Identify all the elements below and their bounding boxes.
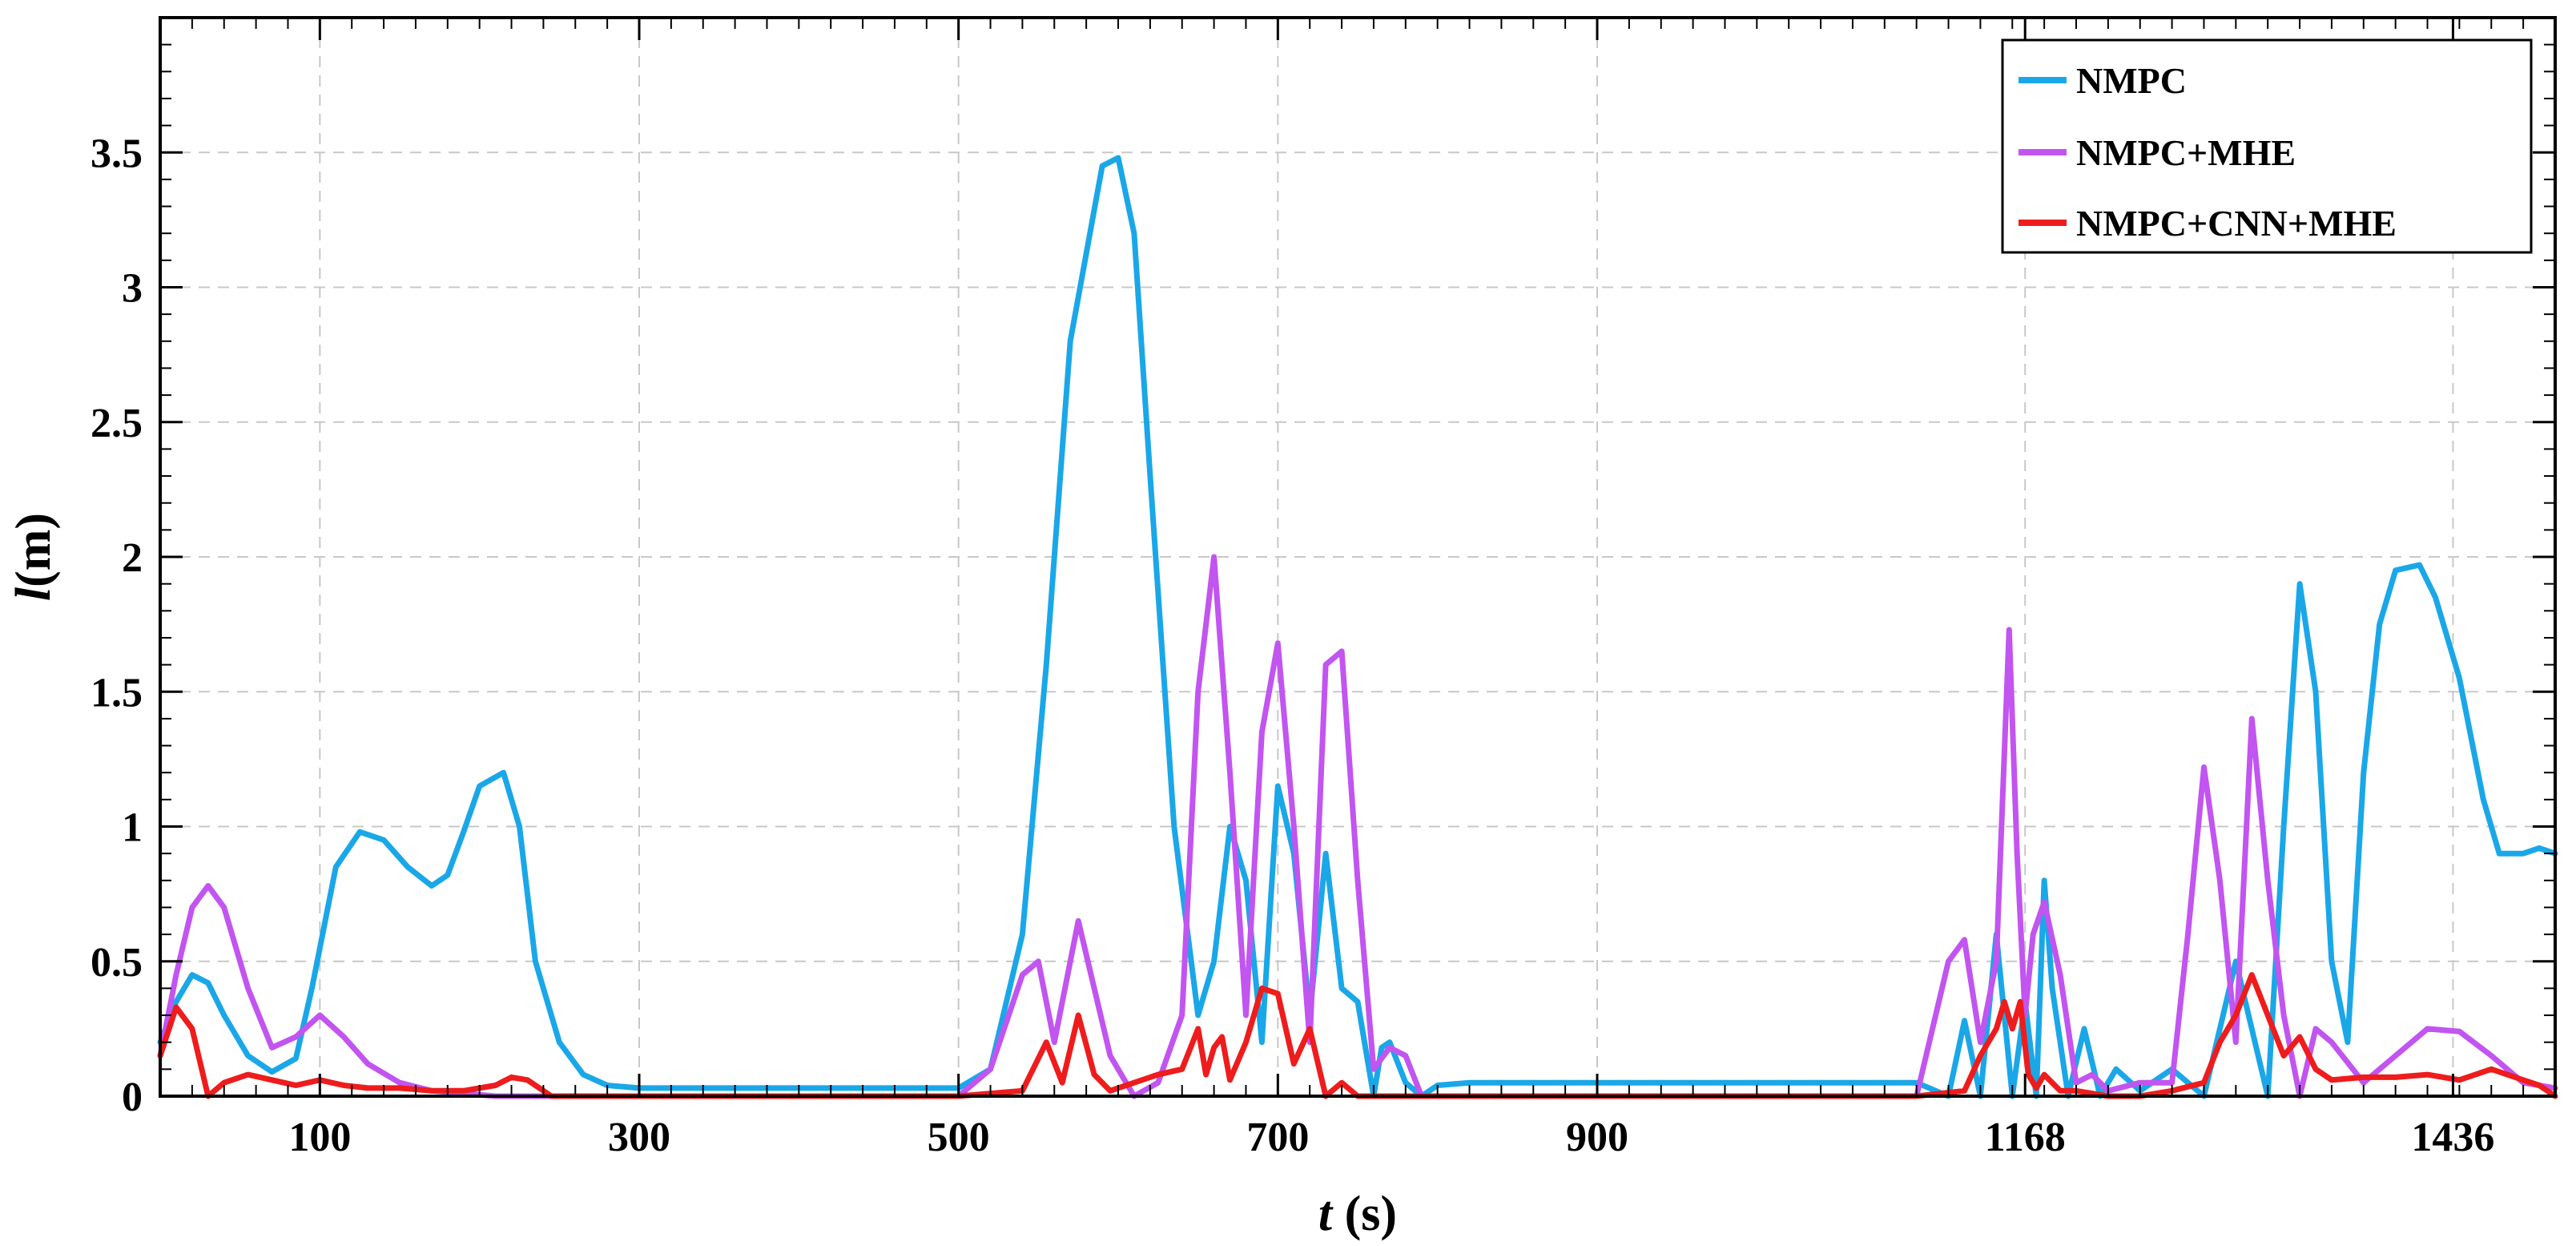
y-tick-label: 2 bbox=[122, 535, 143, 581]
series-line-nmpc-cnn-mhe bbox=[157, 972, 2558, 1099]
legend: NMPC NMPC+MHE NMPC+CNN+MHE bbox=[2001, 38, 2533, 254]
ticks bbox=[160, 18, 2555, 1098]
x-axis-title: t (s) bbox=[1318, 1187, 1397, 1241]
y-tick-label: 2.5 bbox=[91, 401, 143, 446]
y-tick-label: 1.5 bbox=[91, 670, 143, 716]
x-axis-variable: t bbox=[1318, 1187, 1334, 1241]
x-tick-label: 700 bbox=[1246, 1115, 1309, 1160]
legend-label-nmpc: NMPC bbox=[2076, 60, 2187, 101]
y-tick-label: 0.5 bbox=[91, 940, 143, 986]
x-tick-label: 900 bbox=[1566, 1115, 1628, 1160]
x-tick-label: 1168 bbox=[1985, 1115, 2066, 1160]
y-axis-variable: l bbox=[6, 587, 61, 601]
x-tick-label: 100 bbox=[288, 1115, 351, 1160]
y-tick-label: 3.5 bbox=[91, 131, 143, 176]
y-tick-label: 0 bbox=[122, 1075, 143, 1120]
x-tick-label: 1436 bbox=[2411, 1115, 2494, 1160]
y-axis-unit: (m) bbox=[6, 513, 61, 587]
x-tick-label: 300 bbox=[608, 1115, 670, 1160]
grid bbox=[160, 18, 2555, 1096]
y-tick-label: 1 bbox=[122, 805, 143, 851]
y-tick-label: 3 bbox=[122, 266, 143, 312]
x-tick-label: 500 bbox=[928, 1115, 990, 1160]
y-axis-title: l(m) bbox=[6, 513, 61, 601]
legend-label-nmpc-cnn-mhe: NMPC+CNN+MHE bbox=[2076, 203, 2397, 244]
x-axis-unit: (s) bbox=[1332, 1187, 1397, 1241]
tick-labels: 100 300 500 700 900 1168 1436 0 0.5 1 1.5 2 2.5 3 3.5 bbox=[91, 131, 2494, 1160]
legend-label-nmpc-mhe: NMPC+MHE bbox=[2076, 132, 2296, 173]
legend-box bbox=[2001, 38, 2533, 254]
series-line-nmpc bbox=[157, 155, 2558, 1099]
